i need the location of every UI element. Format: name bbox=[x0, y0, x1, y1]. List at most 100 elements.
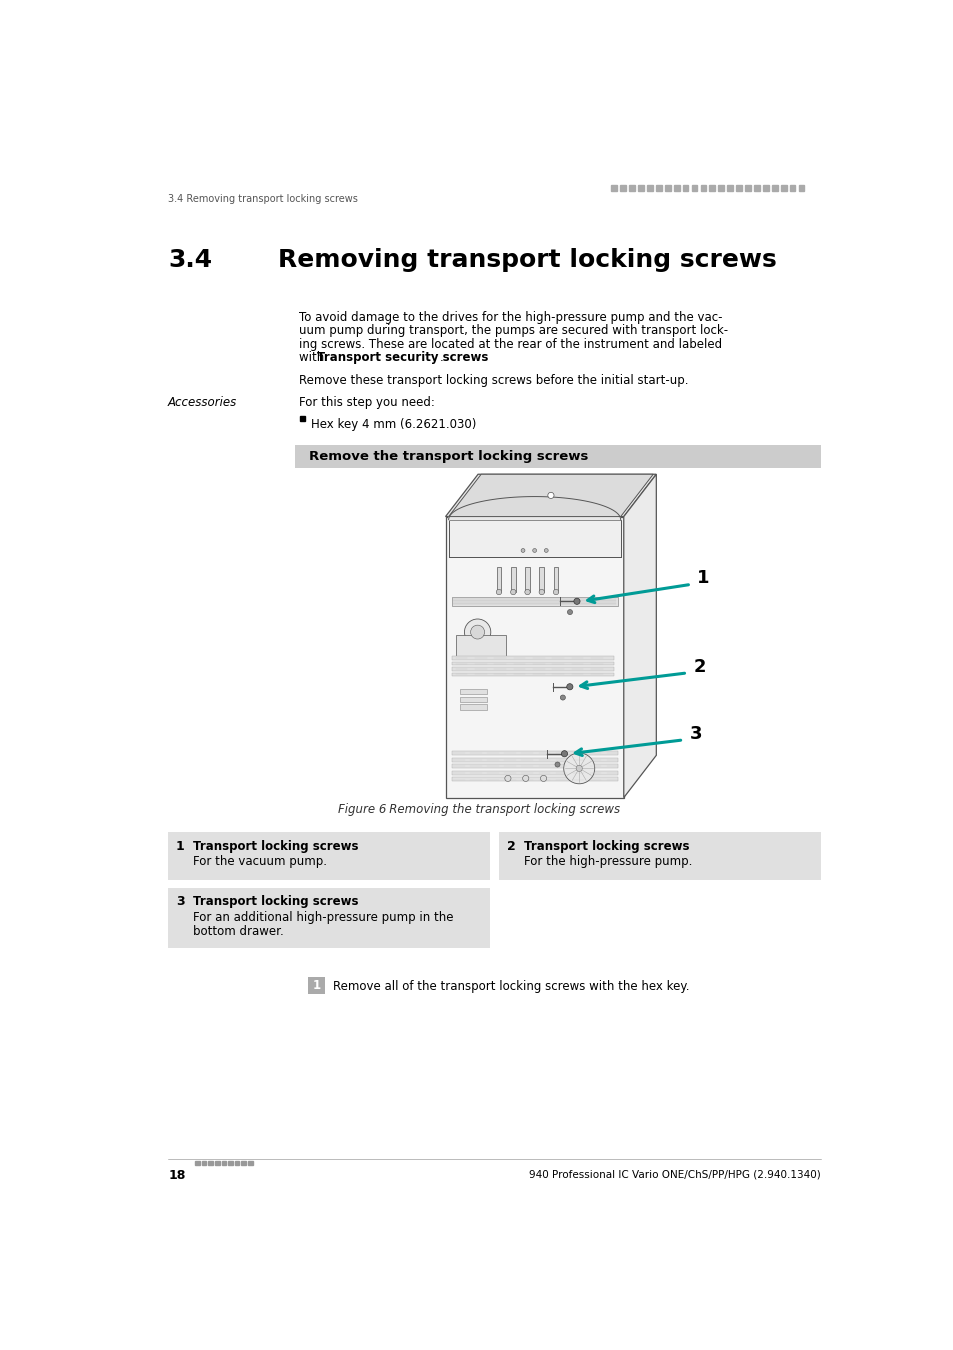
Circle shape bbox=[520, 548, 524, 552]
Circle shape bbox=[576, 765, 581, 771]
Bar bbox=[656, 185, 661, 192]
Bar bbox=[452, 597, 617, 606]
Bar bbox=[202, 1161, 206, 1165]
Bar bbox=[459, 688, 486, 694]
Text: 18: 18 bbox=[168, 1169, 185, 1183]
Text: uum pump during transport, the pumps are secured with transport lock-: uum pump during transport, the pumps are… bbox=[298, 324, 727, 338]
Bar bbox=[452, 764, 617, 768]
Bar bbox=[452, 778, 617, 782]
Bar bbox=[700, 185, 705, 192]
Polygon shape bbox=[623, 474, 656, 798]
Circle shape bbox=[555, 761, 559, 767]
Text: Remove all of the transport locking screws with the hex key.: Remove all of the transport locking scre… bbox=[333, 980, 689, 994]
Bar bbox=[299, 416, 305, 421]
Bar bbox=[709, 185, 715, 192]
Bar bbox=[448, 520, 620, 556]
Bar bbox=[452, 771, 617, 775]
Text: 3.4 Removing transport locking screws: 3.4 Removing transport locking screws bbox=[168, 194, 357, 204]
Bar bbox=[308, 977, 325, 994]
Circle shape bbox=[553, 590, 558, 595]
Text: 1: 1 bbox=[313, 979, 320, 992]
Text: Remove these transport locking screws before the initial start-up.: Remove these transport locking screws be… bbox=[298, 374, 688, 386]
Text: For the high-pressure pump.: For the high-pressure pump. bbox=[523, 856, 692, 868]
Bar bbox=[726, 185, 732, 192]
Bar bbox=[497, 567, 500, 593]
Polygon shape bbox=[445, 474, 656, 517]
Text: For the vacuum pump.: For the vacuum pump. bbox=[193, 856, 327, 868]
Bar bbox=[498, 833, 820, 880]
Circle shape bbox=[547, 493, 554, 498]
Text: Hex key 4 mm (6.2621.030): Hex key 4 mm (6.2621.030) bbox=[311, 417, 476, 431]
Circle shape bbox=[560, 751, 567, 757]
Circle shape bbox=[544, 548, 548, 552]
Bar bbox=[228, 1161, 233, 1165]
Bar bbox=[736, 185, 741, 192]
Bar bbox=[168, 888, 489, 948]
Circle shape bbox=[566, 683, 573, 690]
Text: ing screws. These are located at the rear of the instrument and labeled: ing screws. These are located at the rea… bbox=[298, 338, 721, 351]
Circle shape bbox=[567, 609, 572, 614]
Bar bbox=[168, 833, 489, 880]
Text: Transport security screws: Transport security screws bbox=[317, 351, 488, 364]
Bar bbox=[452, 662, 613, 666]
Bar bbox=[646, 185, 652, 192]
Bar bbox=[762, 185, 768, 192]
Bar bbox=[214, 1161, 219, 1165]
Text: For this step you need:: For this step you need: bbox=[298, 397, 435, 409]
Bar bbox=[452, 656, 613, 660]
Circle shape bbox=[559, 695, 565, 701]
Polygon shape bbox=[448, 497, 620, 520]
Bar bbox=[208, 1161, 213, 1165]
Bar bbox=[538, 567, 543, 593]
Bar bbox=[456, 634, 506, 656]
Text: 940 Professional IC Vario ONE/ChS/PP/HPG (2.940.1340): 940 Professional IC Vario ONE/ChS/PP/HPG… bbox=[528, 1169, 820, 1179]
Text: Accessories: Accessories bbox=[168, 397, 237, 409]
Bar bbox=[294, 446, 820, 468]
Circle shape bbox=[522, 775, 528, 782]
Text: Transport locking screws: Transport locking screws bbox=[523, 840, 689, 853]
Circle shape bbox=[496, 590, 501, 595]
Text: 1: 1 bbox=[175, 840, 184, 853]
Bar bbox=[673, 185, 679, 192]
Bar bbox=[459, 697, 486, 702]
Bar bbox=[459, 705, 486, 710]
Circle shape bbox=[464, 620, 490, 645]
Bar bbox=[452, 667, 613, 671]
Text: Removing transport locking screws: Removing transport locking screws bbox=[278, 248, 776, 273]
Bar bbox=[619, 185, 625, 192]
Text: .: . bbox=[439, 351, 443, 364]
Circle shape bbox=[510, 590, 516, 595]
Bar bbox=[744, 185, 750, 192]
Bar bbox=[664, 185, 670, 192]
Text: Remove the transport locking screws: Remove the transport locking screws bbox=[309, 450, 588, 463]
Bar bbox=[234, 1161, 239, 1165]
Bar bbox=[452, 757, 617, 761]
Text: 3.4: 3.4 bbox=[168, 248, 212, 273]
Circle shape bbox=[532, 548, 536, 552]
Circle shape bbox=[538, 590, 544, 595]
Circle shape bbox=[504, 775, 511, 782]
Bar bbox=[452, 672, 613, 676]
Text: 3: 3 bbox=[175, 895, 184, 909]
Text: For an additional high-pressure pump in the: For an additional high-pressure pump in … bbox=[193, 911, 453, 923]
Bar bbox=[241, 1161, 246, 1165]
Circle shape bbox=[540, 775, 546, 782]
Bar bbox=[629, 185, 635, 192]
Bar bbox=[789, 185, 795, 192]
Bar bbox=[771, 185, 777, 192]
Text: Removing the transport locking screws: Removing the transport locking screws bbox=[377, 803, 619, 815]
Bar bbox=[511, 567, 515, 593]
Bar bbox=[445, 517, 623, 798]
Circle shape bbox=[524, 590, 530, 595]
Bar bbox=[195, 1161, 199, 1165]
Bar bbox=[780, 185, 785, 192]
Text: 3: 3 bbox=[689, 725, 701, 743]
Bar bbox=[718, 185, 723, 192]
Bar bbox=[798, 185, 803, 192]
Text: with: with bbox=[298, 351, 328, 364]
Text: Figure 6: Figure 6 bbox=[337, 803, 386, 815]
Bar bbox=[638, 185, 643, 192]
Bar bbox=[452, 751, 617, 755]
Bar bbox=[221, 1161, 226, 1165]
Text: 1: 1 bbox=[697, 570, 709, 587]
